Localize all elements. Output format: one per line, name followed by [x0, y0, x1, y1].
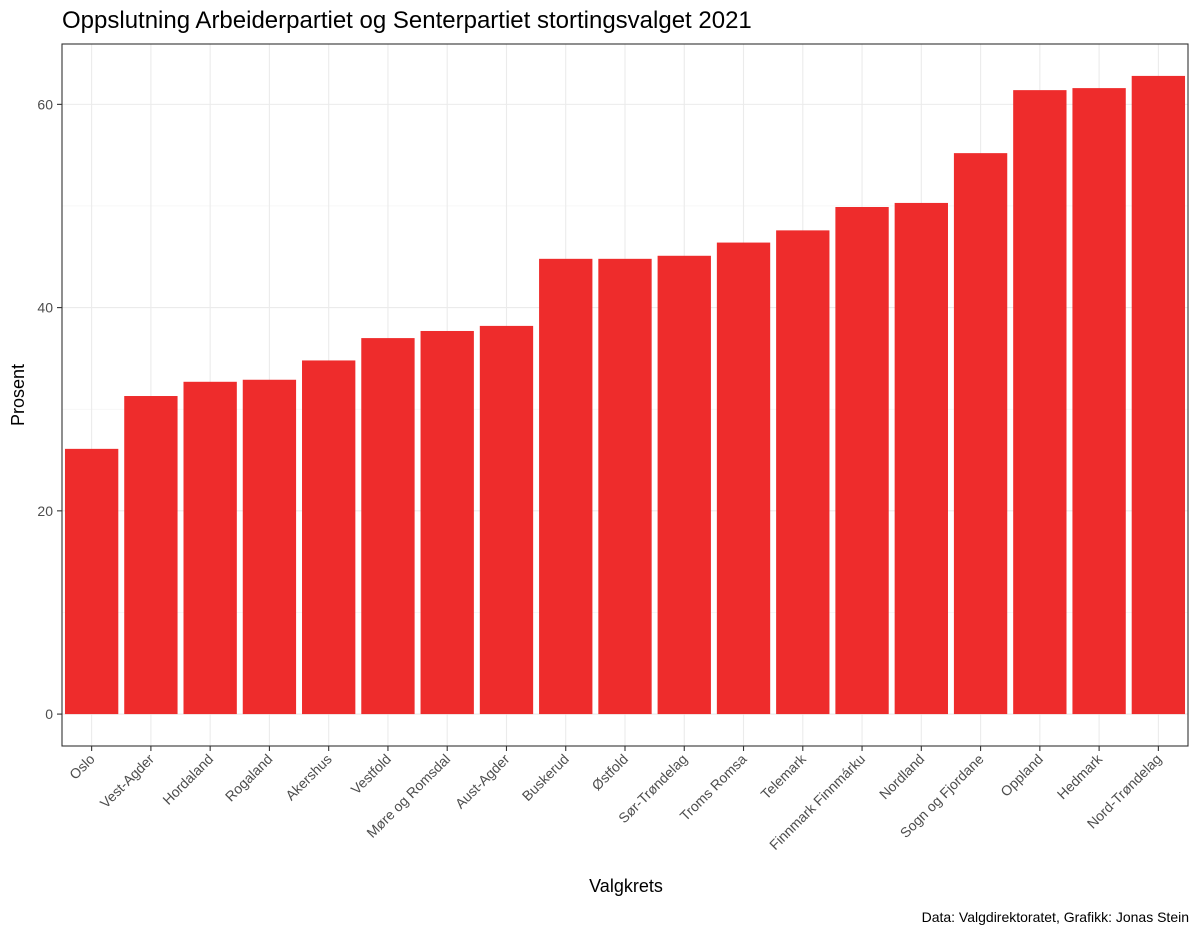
x-tick-label: Rogaland [222, 751, 276, 805]
bar [598, 258, 652, 715]
y-tick-label: 60 [37, 96, 53, 112]
bars [64, 75, 1186, 715]
bar [776, 230, 830, 715]
x-tick-label: Hedmark [1054, 750, 1106, 802]
bar [242, 379, 297, 715]
bar [1072, 88, 1126, 715]
bar [183, 381, 237, 715]
caption: Data: Valgdirektoratet, Grafikk: Jonas S… [922, 909, 1189, 925]
bar [361, 338, 415, 715]
bar [479, 325, 534, 715]
bar [539, 258, 593, 715]
bar [953, 153, 1008, 715]
bar [894, 202, 948, 715]
bar [835, 207, 889, 715]
x-tick-label: Østfold [588, 751, 631, 794]
bar [302, 360, 356, 715]
y-tick-label: 0 [45, 706, 53, 722]
x-axis-title: Valgkrets [589, 876, 663, 896]
bar [420, 330, 474, 715]
x-tick-label: Oslo [66, 751, 98, 783]
y-tick-label: 40 [37, 300, 53, 316]
x-tick-label: Akershus [282, 751, 335, 804]
y-axis-title: Prosent [8, 364, 28, 426]
bar [657, 255, 711, 715]
x-tick-label: Buskerud [519, 751, 572, 804]
chart-title: Oppslutning Arbeiderpartiet og Senterpar… [62, 7, 752, 34]
x-tick-label: Vestfold [348, 751, 395, 798]
bar [716, 242, 771, 715]
bar [1131, 75, 1186, 715]
x-tick-label: Vest-Agder [97, 751, 158, 812]
x-tick-label: Oppland [997, 751, 1046, 800]
x-tick-label: Aust-Agder [452, 751, 513, 812]
x-tick-label: Hordaland [159, 751, 216, 808]
bar [1013, 90, 1067, 715]
y-tick-label: 20 [37, 503, 53, 519]
x-tick-label: Nordland [876, 751, 927, 802]
bar [64, 448, 119, 715]
bar [124, 396, 178, 715]
x-tick-label: Telemark [757, 750, 809, 802]
